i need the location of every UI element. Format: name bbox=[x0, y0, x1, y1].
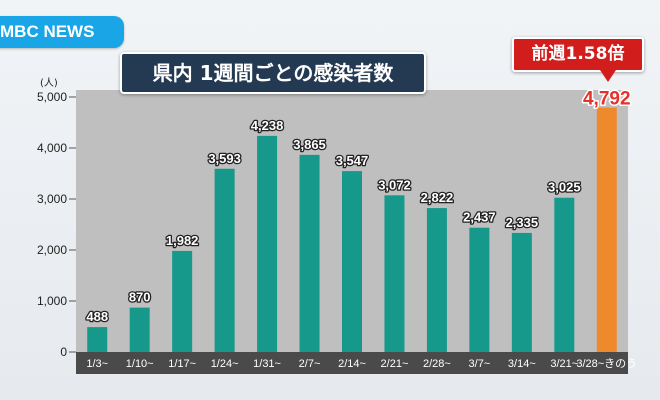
x-tick-label: 1/24~ bbox=[211, 358, 239, 370]
bar bbox=[469, 227, 490, 352]
x-tick-label: 1/10~ bbox=[126, 358, 154, 370]
bar-value-label: 3,072 bbox=[378, 177, 411, 192]
y-tick-label: 4,000 bbox=[37, 141, 67, 155]
bar bbox=[554, 197, 575, 352]
x-axis-band bbox=[76, 352, 628, 374]
x-tick-label: 3/14~ bbox=[508, 358, 536, 370]
bar bbox=[426, 208, 447, 352]
y-tick-label: 1,000 bbox=[37, 294, 67, 308]
bar bbox=[129, 307, 150, 352]
x-tick-label: 1/31~ bbox=[253, 358, 281, 370]
y-tick-label: 0 bbox=[60, 345, 67, 359]
x-tick-label: 3/7~ bbox=[469, 358, 491, 370]
bar bbox=[257, 135, 278, 352]
x-tick-label: 2/14~ bbox=[338, 358, 366, 370]
bar-value-label: 1,982 bbox=[166, 233, 199, 248]
week-over-week-callout: 前週1.58倍 bbox=[512, 37, 644, 72]
y-tick-label: 5,000 bbox=[37, 90, 67, 104]
bar-value-label: 3,865 bbox=[293, 137, 326, 152]
x-tick-label: 3/28~きのう bbox=[576, 357, 637, 370]
bar bbox=[384, 195, 405, 352]
bar-value-label: 488 bbox=[86, 309, 108, 324]
bar bbox=[511, 232, 532, 352]
x-tick-label: 1/3~ bbox=[86, 358, 108, 370]
bar-value-label: 2,335 bbox=[506, 215, 539, 230]
news-channel-badge: MBC NEWS bbox=[0, 16, 124, 48]
bar-value-label: 3,593 bbox=[208, 151, 241, 166]
y-tick-label: 2,000 bbox=[37, 243, 67, 257]
bar-value-label: 4,238 bbox=[251, 118, 284, 133]
bar bbox=[87, 327, 108, 352]
bar bbox=[214, 168, 235, 352]
y-tick-label: 3,000 bbox=[37, 192, 67, 206]
bar-value-label: 2,437 bbox=[463, 210, 496, 225]
bar bbox=[299, 154, 320, 352]
x-tick-label: 2/7~ bbox=[299, 358, 321, 370]
chart-title: 県内 1週間ごとの感染者数 bbox=[120, 52, 426, 94]
bar-value-label: 870 bbox=[129, 290, 151, 305]
callout-pointer bbox=[600, 70, 616, 82]
x-tick-label: 2/28~ bbox=[423, 358, 451, 370]
bar-value-label: 3,025 bbox=[548, 180, 581, 195]
bar bbox=[342, 171, 362, 352]
x-tick-label: 1/17~ bbox=[168, 358, 196, 370]
x-tick-label: 2/21~ bbox=[381, 358, 409, 370]
bar bbox=[172, 250, 193, 352]
bar-value-label: 4,792 bbox=[583, 89, 631, 110]
bar bbox=[596, 107, 617, 352]
y-axis-unit-label: (人) bbox=[40, 78, 58, 89]
bar-value-label: 2,822 bbox=[421, 190, 454, 205]
bar-value-label: 3,547 bbox=[336, 153, 369, 168]
x-tick-label: 3/21~ bbox=[550, 358, 578, 370]
